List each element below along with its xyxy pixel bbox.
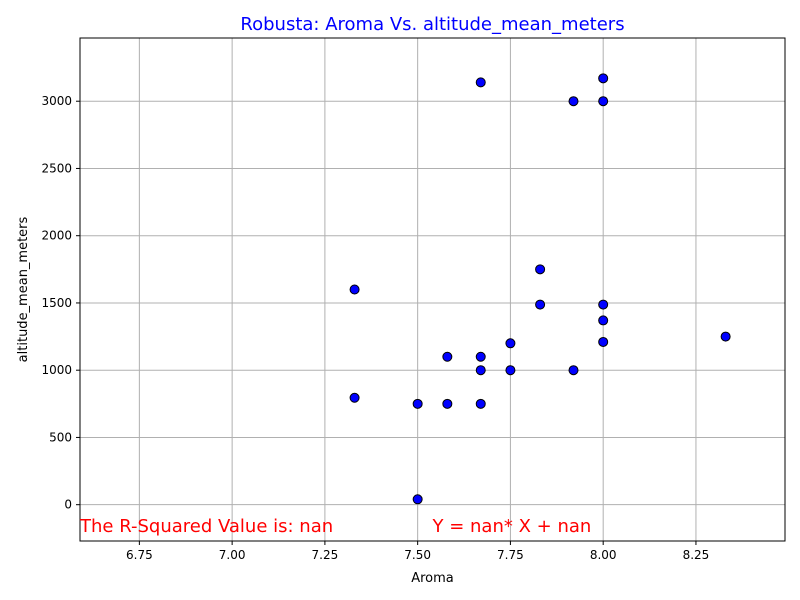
annotations: The R-Squared Value is: nan Y = nan* X + … [79,516,591,537]
data-point [475,351,486,362]
annotation-text: Y = nan* X + nan [432,516,592,537]
x-tick-label: 7.00 [219,548,246,562]
x-ticks: 6.75 7.00 7.25 7.50 7.75 8.00 8.25 [126,541,709,562]
data-point [349,284,360,295]
grid-layer [80,38,785,541]
data-point [535,299,546,310]
y-tick-label: 2000 [41,229,72,243]
annotation-text: The R-Squared Value is: nan [79,516,333,537]
x-tick-label: 8.25 [683,548,710,562]
data-point [598,315,609,326]
x-axis-label: Aroma [411,571,454,586]
data-point [505,338,516,349]
x-tick-label: 7.50 [404,548,431,562]
x-tick-label: 7.75 [497,548,524,562]
data-point [535,264,546,275]
data-point [598,299,609,310]
data-point [412,398,423,409]
data-point [412,494,423,505]
y-tick-label: 2500 [41,161,72,175]
y-tick-label: 3000 [41,94,72,108]
data-point [568,96,579,107]
data-point [505,365,516,376]
y-tick-label: 500 [49,430,72,444]
x-tick-label: 8.00 [590,548,617,562]
x-tick-label: 7.25 [312,548,339,562]
chart-title: Robusta: Aroma Vs. altitude_mean_meters [240,14,624,35]
data-point [475,398,486,409]
y-tick-label: 1500 [41,296,72,310]
data-point [349,392,360,403]
data-point [442,351,453,362]
data-point [598,96,609,107]
y-axis-label: altitude_mean_meters [16,216,31,362]
data-point [598,73,609,84]
data-point [598,336,609,347]
data-point [442,398,453,409]
data-points [349,73,731,505]
data-point [475,77,486,88]
y-tick-label: 0 [64,498,72,512]
x-tick-label: 6.75 [126,548,153,562]
y-ticks: 0 500 1000 1500 2000 2500 3000 [41,94,80,512]
data-point [568,365,579,376]
data-point [475,365,486,376]
y-tick-label: 1000 [41,363,72,377]
data-point [720,331,731,342]
plot-frame [79,37,786,542]
